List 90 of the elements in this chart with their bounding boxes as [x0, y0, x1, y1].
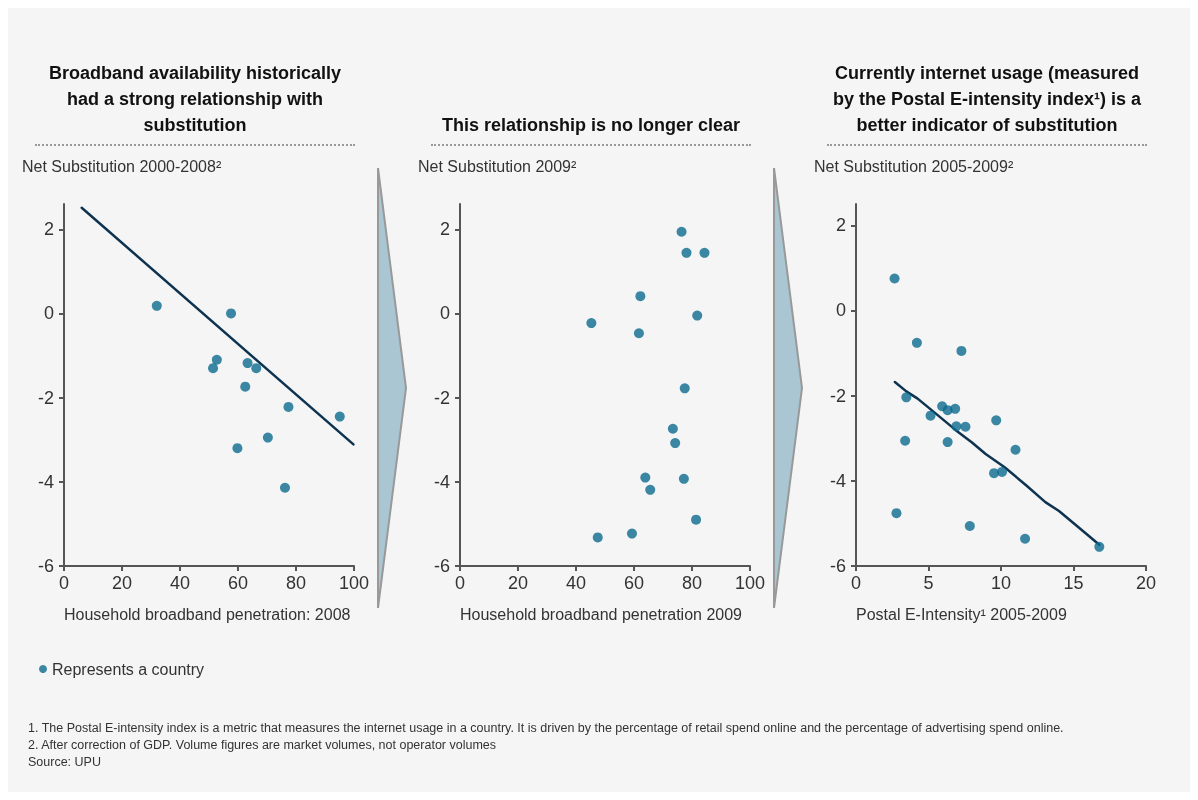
point — [891, 508, 902, 519]
y-tick-label: 2 — [835, 215, 846, 236]
y-tick-label: -2 — [433, 387, 450, 408]
x-tick-label: 100 — [734, 573, 766, 593]
point — [991, 415, 1002, 426]
point — [1010, 444, 1021, 455]
y-tick-label: -4 — [433, 471, 450, 492]
x-axis-title: Postal E-Intensity¹ 2005-2009 — [856, 605, 1067, 623]
x-tick-label: 0 — [850, 573, 862, 593]
point — [240, 381, 251, 392]
point — [960, 421, 971, 432]
y-tick-label: 0 — [835, 300, 846, 321]
chart-title: Currently internet usage (measured by the Postal E-intensity index¹) is a better indicator of substitution — [827, 60, 1147, 146]
x-axis-title: Household broadband penetration: 2008 — [64, 605, 351, 623]
point — [232, 443, 243, 454]
x-tick-label: 60 — [227, 573, 249, 593]
point — [151, 300, 162, 311]
y-tick-label: 0 — [439, 303, 450, 324]
text: 2. After correction of GDP. Volume figures are market volumes, not operator volumes — [28, 737, 498, 754]
point — [334, 411, 345, 422]
point — [262, 432, 273, 443]
point — [951, 421, 962, 432]
y-tick-label: -6 — [37, 556, 54, 576]
x-tick-label: 40 — [565, 573, 587, 593]
y-tick-label: 2 — [43, 219, 54, 240]
point — [592, 532, 603, 543]
point — [586, 318, 597, 329]
x-tick-label: 20 — [1135, 573, 1157, 593]
point — [251, 363, 262, 374]
point — [911, 337, 922, 348]
y-tick-label: 2 — [439, 219, 450, 240]
x-tick-label: 0 — [454, 573, 466, 593]
point — [640, 472, 651, 483]
x-tick-label: 40 — [169, 573, 191, 593]
point — [679, 383, 690, 394]
point — [633, 328, 644, 339]
y-tick-label: -2 — [829, 385, 846, 406]
chart-title: Broadband availability historically had a strong relationship with substitution — [35, 60, 355, 146]
point — [1020, 533, 1031, 544]
x-tick-label: 100 — [338, 573, 370, 593]
y-tick-label: -6 — [433, 556, 450, 576]
point — [691, 514, 702, 525]
point — [283, 401, 294, 412]
point — [208, 363, 219, 374]
x-tick-label: 10 — [990, 573, 1012, 593]
y-axis-title: Net Substitution 2000-2008² — [22, 157, 222, 175]
x-tick-label: 5 — [923, 573, 934, 593]
x-tick-label: 80 — [285, 573, 307, 593]
legend-label: Represents a country — [52, 660, 205, 678]
y-axis-title: Net Substitution 2005-2009² — [814, 157, 1014, 175]
point — [964, 520, 975, 531]
point — [900, 435, 911, 446]
point — [211, 354, 222, 365]
point — [279, 482, 290, 493]
point — [925, 410, 936, 421]
point — [956, 345, 967, 356]
chart-title: This relationship is no longer clear — [431, 112, 751, 146]
source-note: Source: UPU — [28, 754, 102, 771]
point — [645, 484, 656, 495]
x-tick-label: 80 — [681, 573, 703, 593]
point — [942, 437, 953, 448]
y-tick-label: -4 — [37, 471, 54, 492]
point — [681, 247, 692, 258]
x-axis-title: Household broadband penetration 2009 — [460, 605, 743, 623]
point — [692, 310, 703, 321]
point — [676, 226, 687, 237]
x-tick-label: 0 — [58, 573, 70, 593]
point — [997, 466, 1008, 477]
point — [901, 392, 912, 403]
point — [950, 403, 961, 414]
y-axis-title: Net Substitution 2009² — [418, 157, 577, 175]
y-tick-label: -6 — [829, 556, 846, 576]
x-tick-label: 20 — [507, 573, 529, 593]
point — [226, 308, 237, 319]
point — [635, 291, 646, 302]
point — [242, 358, 253, 369]
point — [667, 423, 678, 434]
point — [626, 528, 637, 539]
y-tick-label: -2 — [37, 387, 54, 408]
x-tick-label: 20 — [111, 573, 133, 593]
x-tick-label: 15 — [1063, 573, 1084, 593]
y-tick-label: -4 — [829, 470, 846, 491]
text: 1. The Postal E-intensity index is a metric that measures the internet usage in a country. It is driven by the percentage of retail spend online and the percentage of advertising spend online. — [28, 720, 1065, 737]
point — [670, 438, 681, 449]
point — [889, 273, 900, 284]
point — [699, 247, 710, 258]
point — [1094, 541, 1105, 552]
x-tick-label: 60 — [623, 573, 645, 593]
point — [678, 473, 689, 484]
y-tick-label: 0 — [43, 303, 54, 324]
